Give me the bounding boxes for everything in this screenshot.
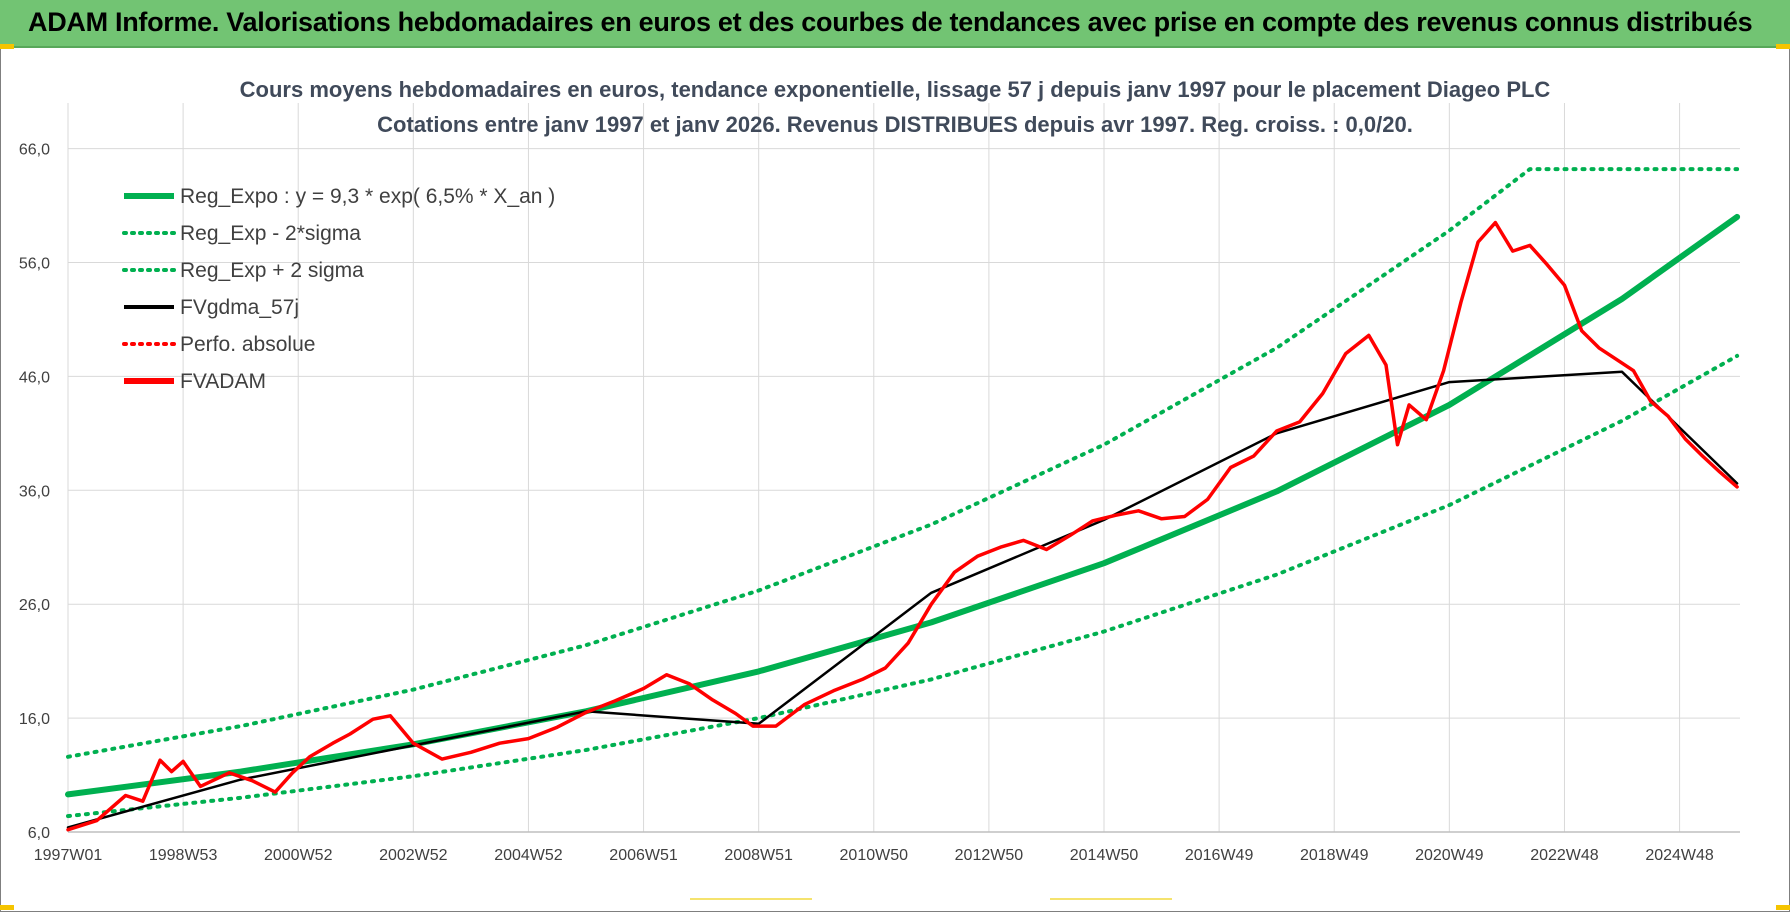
corner-mark: [0, 905, 14, 910]
x-tick-label: 1997W01: [34, 847, 103, 864]
x-tick-label: 2004W52: [494, 847, 563, 864]
y-axis-ticks: 6,0 16,0 26,0 36,0 46,0 56,0 66,0: [19, 142, 50, 842]
grid: [67, 103, 1740, 833]
legend-label: FVgdma_57j: [180, 296, 299, 319]
legend-label: FVADAM: [180, 370, 266, 393]
series-group: [65, 167, 1741, 832]
x-tick-label: 2024W48: [1645, 847, 1714, 864]
x-tick-label: 2020W49: [1415, 847, 1484, 864]
chart-subtitle: Cotations entre janv 1997 et janv 2026. …: [377, 112, 1413, 137]
x-tick-label: 2016W49: [1185, 847, 1254, 864]
chart-svg: Cours moyens hebdomadaires en euros, ten…: [19, 77, 1741, 864]
decorative-line: [690, 898, 812, 900]
legend-label: Perfo. absolue: [180, 333, 315, 356]
y-tick-label: 16,0: [19, 711, 50, 728]
x-tick-label: 2018W49: [1300, 847, 1369, 864]
legend-label: Reg_Exp - 2*sigma: [180, 222, 361, 245]
x-tick-label: 1998W53: [149, 847, 218, 864]
x-tick-label: 2022W48: [1530, 847, 1599, 864]
header-banner: ADAM Informe. Valorisations hebdomadaire…: [0, 0, 1790, 48]
series-reg-plus-2sigma: [66, 167, 1740, 759]
series-reg-expo: [65, 213, 1741, 798]
legend-label: Reg_Exp + 2 sigma: [180, 259, 364, 282]
header-title: ADAM Informe. Valorisations hebdomadaire…: [28, 7, 1753, 37]
x-tick-label: 2008W51: [724, 847, 793, 864]
x-axis-ticks: 1997W01 1998W53 2000W52 2002W52 2004W52 2006W…: [34, 847, 1714, 864]
series-fvadam: [66, 220, 1739, 832]
corner-mark: [1776, 905, 1790, 910]
y-tick-label: 56,0: [19, 255, 50, 272]
legend: Reg_Expo : y = 9,3 * exp( 6,5% * X_an ) R…: [122, 185, 555, 393]
x-tick-label: 2012W50: [955, 847, 1024, 864]
corner-mark: [0, 44, 14, 49]
y-tick-label: 36,0: [19, 483, 50, 500]
x-tick-label: 2006W51: [609, 847, 678, 864]
chart-title: Cours moyens hebdomadaires en euros, ten…: [240, 77, 1551, 102]
y-tick-label: 46,0: [19, 369, 50, 386]
x-tick-label: 2000W52: [264, 847, 333, 864]
corner-mark: [1776, 44, 1790, 49]
y-tick-label: 66,0: [19, 142, 50, 159]
y-tick-label: 6,0: [28, 825, 50, 842]
x-tick-label: 2014W50: [1070, 847, 1139, 864]
series-fvgdma-57j: [66, 370, 1739, 829]
x-tick-label: 2002W52: [379, 847, 448, 864]
y-tick-label: 26,0: [19, 597, 50, 614]
x-tick-label: 2010W50: [840, 847, 909, 864]
decorative-line: [1050, 898, 1172, 900]
legend-label: Reg_Expo : y = 9,3 * exp( 6,5% * X_an ): [180, 185, 555, 208]
series-reg-minus-2sigma: [66, 353, 1740, 819]
